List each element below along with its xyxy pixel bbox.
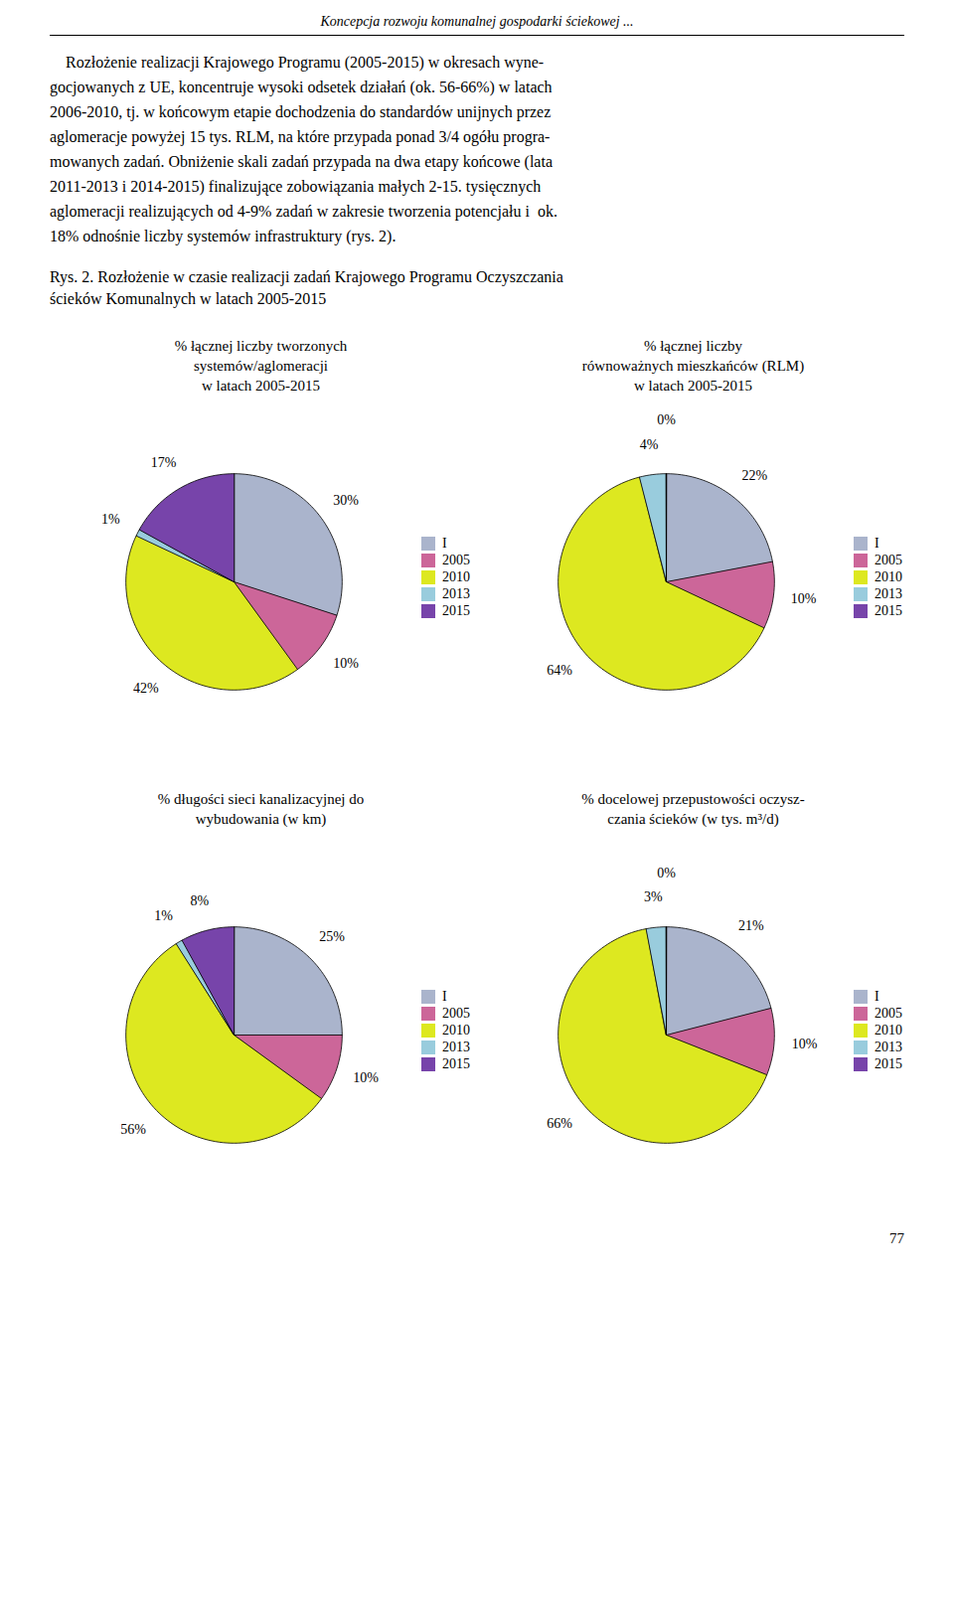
html-text:aglomeracji realizujących od 4: aglomeracji realizujących od 4-9% zadań … (49, 202, 558, 220)
html-text:gocjowanych z UE, koncentruje: gocjowanych z UE, koncentruje wysoki ods… (49, 78, 553, 96)
html-text:% długości sieci kanalizacyjne: % długości sieci kanalizacyjnej do wybud… (157, 791, 364, 827)
html-text:2010: 2010 (874, 569, 903, 585)
html-text:I: I (874, 988, 880, 1004)
html-text:18% odnośnie liczby systemów i: 18% odnośnie liczby systemów infrastrukt… (49, 227, 396, 245)
svg-text:17%: 17% (151, 455, 177, 471)
svg-text:21%: 21% (738, 918, 765, 934)
html-text:2013: 2013 (874, 586, 903, 602)
html-text:2005: 2005 (442, 1005, 471, 1021)
html-text:2013: 2013 (442, 1039, 471, 1055)
svg-text:0%: 0% (656, 412, 676, 428)
html-text:% łącznej liczby równoważnych: % łącznej liczby równoważnych mieszkańcó… (582, 337, 805, 394)
html-text:I: I (442, 535, 447, 551)
svg-text:8%: 8% (190, 893, 210, 909)
html-text:% docelowej przepustowości ocz: % docelowej przepustowości oczysz- czani… (581, 791, 805, 827)
svg-text:56%: 56% (120, 1121, 147, 1137)
html-text:Koncepcja rozwoju komunalnej g: Koncepcja rozwoju komunalnej gospodarki … (320, 13, 634, 29)
html-text:2010: 2010 (874, 1022, 903, 1038)
html-text:2015: 2015 (874, 603, 903, 619)
svg-text:10%: 10% (791, 591, 817, 607)
html-text:2011-2013 i 2014-2015) finaliz: 2011-2013 i 2014-2015) finalizujące zobo… (49, 177, 541, 195)
svg-text:42%: 42% (133, 680, 159, 696)
svg-text:1%: 1% (154, 908, 173, 924)
svg-text:4%: 4% (639, 437, 659, 453)
html-text:2015: 2015 (874, 1056, 903, 1072)
svg-text:64%: 64% (546, 662, 573, 678)
html-text:I: I (874, 535, 880, 551)
svg-text:66%: 66% (546, 1115, 573, 1131)
html-text:2005: 2005 (442, 552, 471, 568)
html-text:2005: 2005 (874, 1005, 903, 1021)
svg-text:10%: 10% (792, 1036, 818, 1052)
html-text:Rozłożenie realizacji Krajoweg: Rozłożenie realizacji Krajowego Programu… (49, 53, 544, 71)
html-text:2010: 2010 (442, 569, 471, 585)
html-text:mowanych zadań. Obniżenie skal: mowanych zadań. Obniżenie skali zadań pr… (49, 153, 553, 170)
html-text:aglomeracje powyżej 15 tys. RL: aglomeracje powyżej 15 tys. RLM, na któr… (49, 128, 550, 146)
svg-text:3%: 3% (643, 889, 663, 905)
html-text:2015: 2015 (442, 603, 471, 619)
html-text:2005: 2005 (874, 552, 903, 568)
svg-text:25%: 25% (318, 929, 345, 945)
html-text:ścieków Komunalnych w latach 2: ścieków Komunalnych w latach 2005-2015 (49, 290, 327, 308)
svg-text:1%: 1% (101, 511, 121, 527)
svg-text:10%: 10% (352, 1070, 379, 1086)
html-text:2006-2010, tj. w końcowym etap: 2006-2010, tj. w końcowym etapie dochodz… (49, 103, 551, 121)
html-text:2010: 2010 (442, 1022, 471, 1038)
html-text:% łącznej liczby tworzonych sy: % łącznej liczby tworzonych systemów/agl… (174, 337, 348, 394)
html-text:I: I (442, 988, 447, 1004)
svg-text:0%: 0% (656, 865, 676, 881)
html-text:2013: 2013 (442, 586, 471, 602)
svg-text:22%: 22% (741, 468, 768, 483)
html-text:2015: 2015 (442, 1056, 471, 1072)
svg-text:10%: 10% (332, 655, 359, 671)
html-text:Rys. 2. Rozłożenie w czasie re: Rys. 2. Rozłożenie w czasie realizacji z… (49, 268, 564, 286)
svg-text:30%: 30% (332, 492, 359, 508)
html-text:2013: 2013 (874, 1039, 903, 1055)
html-text:77: 77 (889, 1230, 905, 1247)
